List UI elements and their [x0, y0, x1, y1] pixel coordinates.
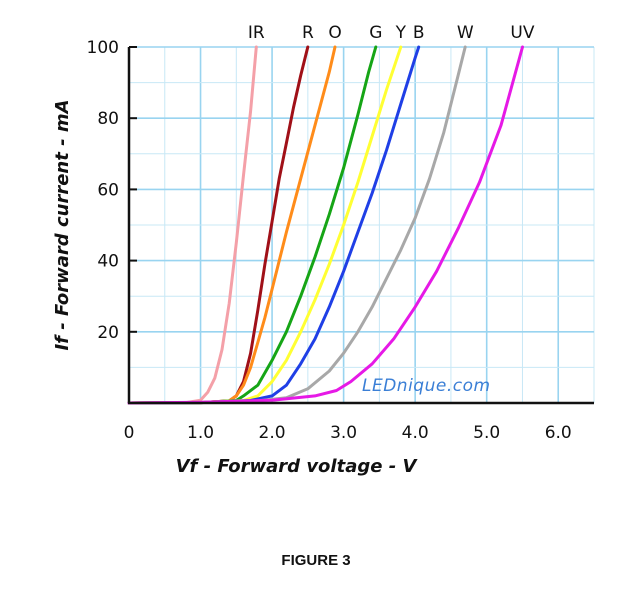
- watermark-text: LEDnique.com: [362, 376, 491, 396]
- series-label-w: W: [457, 23, 474, 43]
- figure-caption: FIGURE 3: [281, 552, 351, 569]
- series-label-ir: IR: [248, 23, 265, 43]
- y-tick-label: 20: [97, 323, 119, 343]
- y-tick-labels: 20 40 60 80 100: [87, 38, 119, 343]
- series-line-b: [127, 45, 421, 405]
- y-tick-label: 60: [97, 180, 119, 200]
- series-labels: IR R O G Y B W UV: [248, 23, 535, 43]
- y-axis-title: If - Forward current - mA: [52, 99, 73, 350]
- series-label-uv: UV: [510, 23, 534, 43]
- axes: [127, 46, 594, 405]
- y-tick-label: 40: [97, 252, 119, 272]
- series-label-g: G: [369, 23, 382, 43]
- chart-background: [0, 0, 632, 540]
- y-tick-label: 100: [87, 38, 119, 58]
- x-tick-label: 0: [124, 423, 135, 443]
- series-line-uv: [127, 45, 524, 405]
- x-tick-label: 6.0: [545, 423, 572, 443]
- x-tick-label: 2.0: [259, 423, 286, 443]
- x-tick-label: 3.0: [330, 423, 357, 443]
- x-tick-label: 1.0: [187, 423, 214, 443]
- x-tick-labels: 0 1.0 2.0 3.0 4.0 5.0 6.0: [124, 423, 572, 443]
- x-tick-label: 4.0: [402, 423, 429, 443]
- x-axis-title: Vf - Forward voltage - V: [176, 456, 419, 477]
- series-label-r: R: [302, 23, 314, 43]
- forward-voltage-chart: 0 1.0 2.0 3.0 4.0 5.0 6.0 20 40 60 80 100 IR R O G Y B W…: [0, 0, 632, 540]
- series-label-y: Y: [395, 23, 407, 43]
- series-label-o: O: [328, 23, 341, 43]
- series-label-b: B: [413, 23, 425, 43]
- x-tick-label: 5.0: [473, 423, 500, 443]
- series-lines: [127, 45, 524, 405]
- y-tick-label: 80: [97, 109, 119, 129]
